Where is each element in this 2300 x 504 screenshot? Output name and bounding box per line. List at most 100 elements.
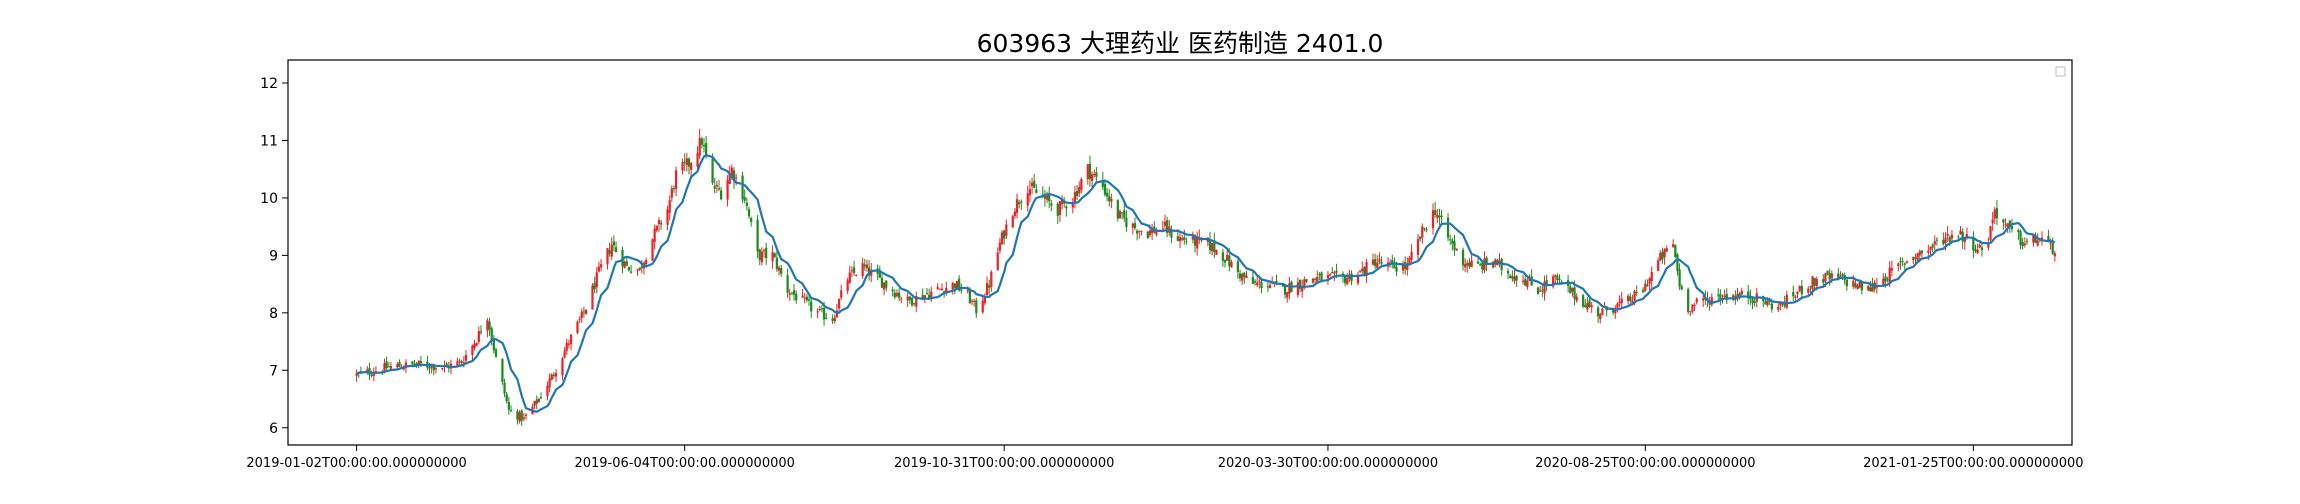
candle-body: [370, 374, 373, 376]
candle-body: [968, 290, 971, 304]
candle-body: [1738, 293, 1741, 297]
candle-body: [1551, 276, 1555, 287]
candle-body: [1837, 273, 1840, 278]
candle-body: [850, 270, 854, 272]
candle-body: [912, 303, 916, 305]
candle-body: [1305, 279, 1308, 282]
candle-body: [923, 295, 926, 299]
candle-body: [1882, 278, 1885, 286]
candle-body: [1616, 303, 1619, 308]
candle-body: [1927, 250, 1930, 253]
candle-body: [1494, 259, 1497, 265]
candle-body: [1268, 285, 1272, 289]
candle-body: [582, 311, 586, 313]
candle-body: [1410, 251, 1413, 260]
candle-body: [1078, 186, 1081, 194]
candle-body: [765, 247, 768, 259]
candle-body: [1644, 283, 1647, 291]
candle-body: [387, 366, 390, 368]
candle-body: [990, 271, 993, 287]
candle-body: [1241, 273, 1244, 281]
candle-body: [1161, 228, 1164, 230]
candle-body: [1468, 262, 1471, 267]
candle-body: [2008, 220, 2011, 227]
candle-body: [1770, 303, 1773, 310]
candle-body: [1676, 254, 1679, 271]
candle-body: [831, 318, 834, 322]
candle-body: [2051, 243, 2054, 254]
candle-body: [1978, 245, 1981, 248]
candle-body: [1854, 283, 1857, 288]
candle-body: [1060, 199, 1064, 205]
candle-body: [1116, 200, 1119, 219]
candle-body: [1903, 263, 1906, 265]
candle-body: [565, 342, 568, 351]
candle-body: [792, 290, 796, 295]
candle-body: [1436, 214, 1439, 218]
candle-body: [1033, 180, 1036, 188]
candle-body: [2036, 240, 2039, 246]
candle-body: [1972, 236, 1975, 251]
candle-body: [1905, 261, 1909, 263]
candle-body: [1015, 199, 1019, 214]
candle-body: [638, 267, 641, 270]
candle-body: [2004, 224, 2007, 226]
x-tick-label: 2019-06-04T00:00:00.000000000: [574, 456, 794, 471]
candle-body: [780, 268, 783, 274]
candle-body: [945, 287, 948, 293]
candle-body: [1013, 211, 1017, 216]
candle-body: [1569, 286, 1572, 294]
candle-body: [428, 367, 431, 369]
candle-body: [636, 269, 639, 271]
candle-body: [1573, 287, 1576, 299]
candle-body: [627, 267, 631, 271]
candle-body: [730, 167, 733, 177]
candle-body: [983, 296, 987, 304]
candle-body: [689, 163, 693, 170]
candle-body: [1717, 294, 1720, 296]
candle-body: [1431, 210, 1435, 229]
candle-body: [1476, 261, 1480, 264]
x-tick-label: 2020-08-25T00:00:00.000000000: [1535, 456, 1755, 471]
candle-body: [1328, 274, 1332, 276]
candle-body: [1228, 255, 1231, 267]
x-tick-label: 2020-03-30T00:00:00.000000000: [1218, 456, 1438, 471]
candle-body: [1950, 234, 1954, 239]
candle-body: [1311, 278, 1315, 283]
candle-body: [539, 396, 543, 398]
candle-body: [1479, 264, 1482, 266]
candle-body: [1918, 251, 1921, 256]
candle-body: [653, 228, 656, 242]
candle-body: [1419, 236, 1422, 240]
candle-body: [1118, 211, 1122, 219]
candle-body: [822, 308, 826, 320]
candle-body: [900, 298, 903, 300]
candle-body: [621, 249, 624, 267]
candle-body: [1251, 276, 1255, 284]
candle-body: [2023, 243, 2026, 246]
candle-body: [1393, 262, 1396, 269]
candle-body: [355, 373, 358, 376]
candle-body: [644, 260, 648, 265]
candle-body: [1266, 286, 1270, 288]
candle-body: [1783, 302, 1786, 307]
candle-body: [1003, 230, 1006, 239]
candle-body: [1980, 247, 1984, 251]
candle-body: [1123, 210, 1126, 219]
candle-body: [996, 252, 999, 271]
candle-body: [810, 301, 813, 312]
candle-body: [569, 334, 573, 344]
candle-body: [563, 350, 566, 358]
candle-body: [1483, 258, 1486, 271]
candle-body: [1358, 271, 1362, 273]
candle-body: [795, 293, 798, 301]
candle-body: [704, 143, 708, 156]
candle-body: [1191, 234, 1194, 240]
candle-body: [462, 362, 465, 364]
candle-body: [970, 300, 974, 302]
candle-body: [786, 275, 789, 293]
candle-body: [1914, 257, 1917, 259]
candle-body: [1659, 252, 1662, 261]
candle-body: [396, 364, 399, 368]
candle-body: [1672, 244, 1675, 247]
